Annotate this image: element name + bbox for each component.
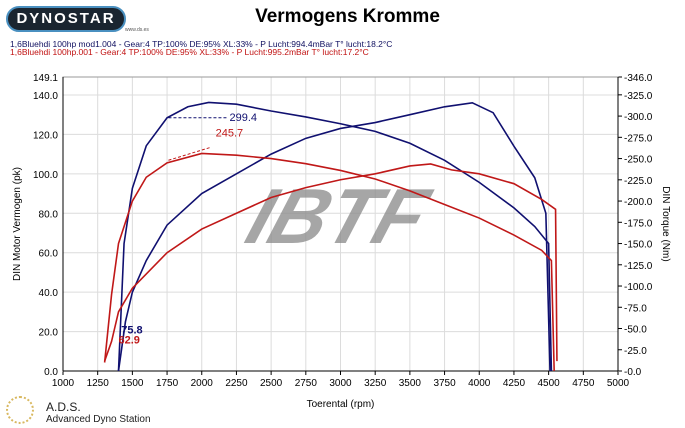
- x-tick-label: 4250: [503, 378, 526, 389]
- y2-tick-label: -0.0: [624, 367, 642, 378]
- y2-axis-label: DIN Torque (Nm): [660, 186, 671, 261]
- x-tick-label: 3250: [364, 378, 387, 389]
- peak-marker-dash: [168, 147, 211, 161]
- x-tick-label: 1500: [121, 378, 144, 389]
- y-tick-label: 40.0: [39, 288, 59, 299]
- x-tick-label: 1250: [87, 378, 110, 389]
- x-tick-label: 3500: [399, 378, 422, 389]
- y2-tick-label: -100.0: [624, 282, 653, 293]
- ads-logo-icon: [6, 396, 34, 424]
- y2-tick-label: -50.0: [624, 325, 647, 336]
- x-tick-label: 4000: [468, 378, 491, 389]
- x-tick-label: 1000: [52, 378, 75, 389]
- x-tick-label: 2250: [225, 378, 248, 389]
- y2-tick-label: -150.0: [624, 240, 653, 251]
- x-tick-label: 2000: [191, 378, 214, 389]
- y-tick-label: 0.0: [44, 367, 58, 378]
- footer-brand-full: Advanced Dyno Station: [46, 414, 151, 425]
- x-tick-label: 5000: [607, 378, 630, 389]
- peak-label: 299.4: [230, 112, 258, 124]
- x-tick-label: 3750: [433, 378, 456, 389]
- y2-tick-label: -325.0: [624, 91, 653, 102]
- x-tick-label: 1750: [156, 378, 179, 389]
- y-tick-label: 60.0: [39, 249, 59, 260]
- dynostar-logo: DYNOSTAR: [6, 6, 126, 32]
- peak-label: 245.7: [216, 127, 244, 139]
- y2-tick-label: -300.0: [624, 112, 653, 123]
- y-axis-label: DIN Motor Vermogen (pk): [12, 167, 23, 281]
- series-line-1: [117, 101, 553, 372]
- y2-tick-label: -25.0: [624, 346, 647, 357]
- x-tick-label: 4750: [572, 378, 595, 389]
- y2-tick-label: -275.0: [624, 133, 653, 144]
- y2-tick-label: -200.0: [624, 197, 653, 208]
- y2-tick-label: -225.0: [624, 176, 653, 187]
- run-info-2: 1,6Bluehdi 100hp.001 - Gear:4 TP:100% DE…: [10, 47, 369, 57]
- x-tick-label: 3000: [329, 378, 352, 389]
- x-tick-label: 2500: [260, 378, 283, 389]
- series-line-2: [103, 163, 558, 362]
- run-info-1: 1,6Bluehdi 100hp mod1.004 - Gear:4 TP:10…: [10, 39, 393, 49]
- y2-tick-label: -175.0: [624, 218, 653, 229]
- peak-label: 75.8: [121, 325, 142, 337]
- footer-brand: A.D.S.: [46, 400, 81, 414]
- ibtf-watermark-logo: IBTF: [237, 173, 441, 260]
- series-line-3: [103, 152, 555, 372]
- peak-label: 62.9: [119, 334, 140, 346]
- y-top-label: 149.1: [33, 73, 58, 84]
- y-tick-label: 80.0: [39, 209, 59, 220]
- chart-title: Vermogens Kromme: [255, 6, 440, 27]
- y-tick-label: 20.0: [39, 328, 59, 339]
- y2-tick-label: -75.0: [624, 303, 647, 314]
- x-tick-label: 4500: [538, 378, 561, 389]
- x-tick-label: 2750: [295, 378, 318, 389]
- y-tick-label: 120.0: [33, 130, 58, 141]
- y2-tick-label: -346.0: [624, 73, 653, 84]
- x-axis-label: Toerental (rpm): [307, 399, 375, 410]
- y2-tick-label: -125.0: [624, 261, 653, 272]
- y-tick-label: 100.0: [33, 170, 58, 181]
- y-tick-label: 140.0: [33, 91, 58, 102]
- logo-subtext: www.ds.es: [125, 27, 149, 33]
- series-line-0: [117, 102, 551, 372]
- y2-tick-label: -250.0: [624, 155, 653, 166]
